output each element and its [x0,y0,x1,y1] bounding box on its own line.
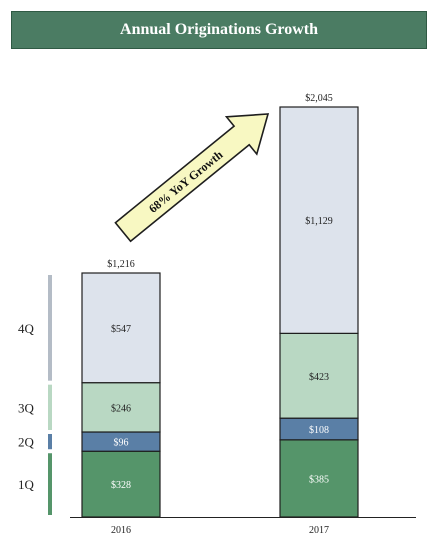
data-label-4q-2017: $1,129 [305,216,333,227]
legend-bar-3q [48,384,52,430]
legend-label-3q: 3Q [18,400,35,415]
legend-bar-4q [48,275,52,381]
total-label-2017: $2,045 [305,93,333,104]
bars: $328 $96 $246 $547 $1,216 $385 $108 $423 $1,129 $… [81,93,359,518]
data-label-1q-2016: $328 [111,480,131,491]
legend-bar-1q [48,453,52,515]
data-label-3q-2016: $246 [111,403,131,414]
growth-annotation: 68% YoY Growth [146,147,226,215]
data-label-4q-2016: $547 [111,324,131,335]
chart-title-bar: Annual Originations Growth [11,11,427,49]
bar-segment-3q-2016 [81,382,161,433]
growth-arrow: 68% YoY Growth [114,113,270,243]
data-label-2q-2017: $108 [309,425,329,436]
legend-label-4q: 4Q [18,321,35,336]
bar-segment-4q-2017 [279,106,359,334]
growth-arrow-shape: 68% YoY Growth [114,113,270,243]
data-label-3q-2017: $423 [309,372,329,383]
bar-segment-3q-2017 [279,332,359,419]
chart-title: Annual Originations Growth [120,21,318,38]
bar-segment-4q-2016 [81,272,161,384]
x-axis-labels: 2016 2017 [111,525,329,536]
data-label-1q-2017: $385 [309,474,329,485]
data-label-2q-2016: $96 [114,438,129,449]
total-label-2016: $1,216 [107,259,135,270]
legend-label-2q: 2Q [18,435,35,450]
x-tick-label-2017: 2017 [309,525,329,536]
x-tick-label-2016: 2016 [111,525,131,536]
legend-label-1q: 1Q [18,477,35,492]
legend: 1Q 2Q 3Q 4Q [18,275,52,515]
arrow-path [114,113,270,243]
legend-bar-2q [48,433,52,450]
bar-segment-1q-2017 [279,439,359,518]
